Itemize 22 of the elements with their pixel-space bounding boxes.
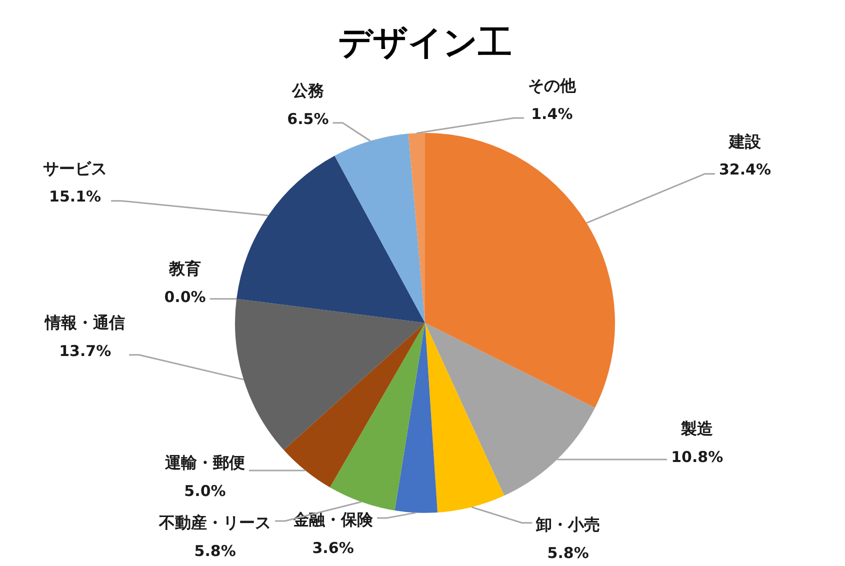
data-label: 15.1% — [48, 188, 102, 206]
data-label: 1.4% — [531, 104, 573, 123]
slice-label: 情報・通信 — [44, 313, 126, 332]
data-label: 5.8% — [194, 542, 236, 560]
slice-label: 卸・小売 — [535, 515, 600, 534]
slice-label: 不動産・リース — [158, 513, 272, 532]
data-label: 5.0% — [184, 482, 226, 500]
chart-title: デザイン工 — [338, 23, 512, 64]
category-label: 教育 — [169, 259, 202, 278]
slice-label: 運輸・郵便 — [164, 453, 245, 472]
data-label: 10.8% — [671, 448, 724, 466]
slice-label: その他 — [528, 76, 577, 96]
slice-label: 建設 — [726, 132, 762, 151]
slice-label: サービス — [43, 158, 108, 178]
slice-label: 公務 — [290, 81, 325, 100]
data-label: 3.6% — [312, 538, 354, 557]
text: 0.0% — [164, 288, 206, 306]
data-label: 6.5% — [287, 110, 329, 128]
data-label: 13.7% — [59, 342, 112, 360]
slice-label: 製造 — [680, 419, 714, 438]
data-label: 32.4% — [718, 160, 771, 179]
data-label: 5.8% — [547, 544, 589, 562]
